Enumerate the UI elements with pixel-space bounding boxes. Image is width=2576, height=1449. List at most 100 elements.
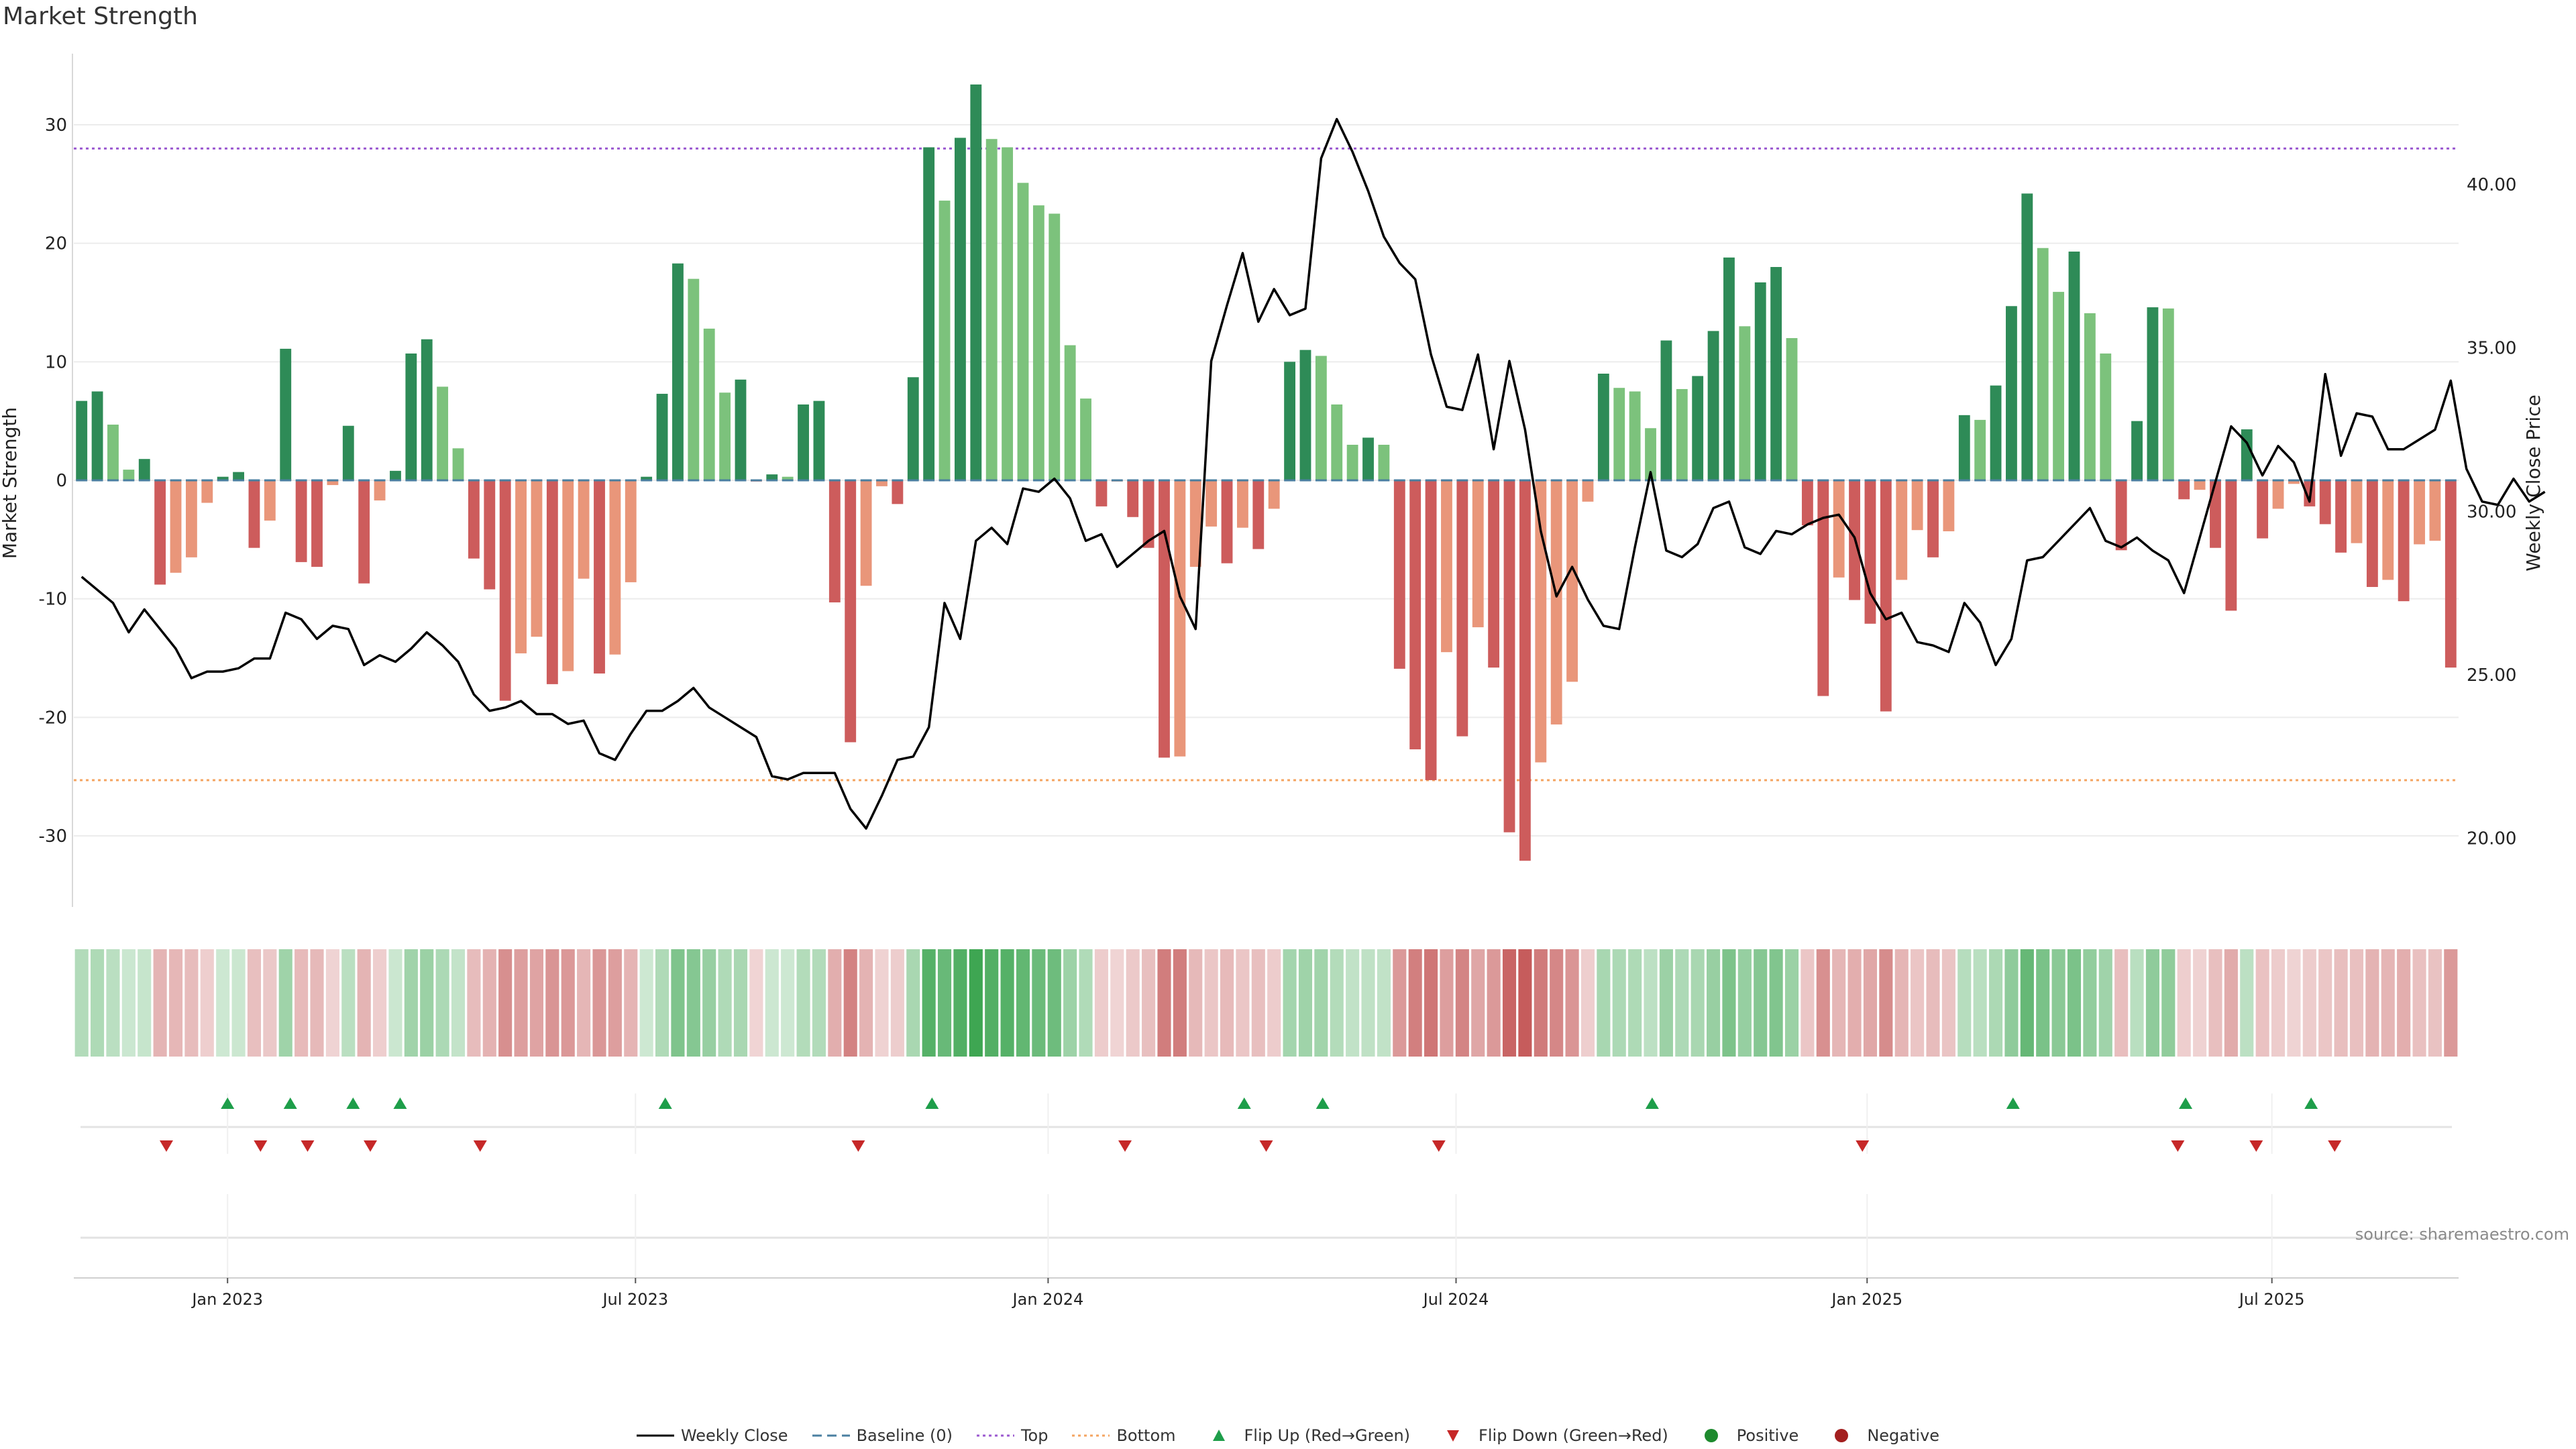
negative-bar	[845, 480, 857, 743]
positive-bar	[1080, 398, 1091, 480]
positive-bar	[1739, 326, 1751, 480]
strip-cell	[1157, 949, 1171, 1057]
negative-bar	[185, 480, 197, 557]
negative-bar	[327, 480, 339, 486]
strip-cell	[184, 949, 199, 1057]
weekly-close-line	[80, 117, 2546, 830]
strip-cell	[890, 949, 904, 1057]
negative-bar	[2429, 480, 2441, 541]
negative-bar	[1159, 480, 1170, 758]
line-icon	[636, 1434, 674, 1437]
strip-cell	[781, 949, 795, 1057]
negative-bar	[2210, 480, 2221, 548]
strip-cell	[514, 949, 528, 1057]
positive-bar	[2053, 292, 2065, 480]
legend-item-negative[interactable]: Negative	[1823, 1426, 1939, 1445]
strip-cell	[2365, 949, 2379, 1057]
negative-bar	[295, 480, 307, 562]
flip-down-marker	[1856, 1140, 1870, 1152]
strip-cell	[1079, 949, 1093, 1057]
strip-cell	[969, 949, 983, 1057]
positive-bar	[1754, 282, 1766, 480]
left-tick-label: 0	[56, 471, 67, 491]
flip-down-marker	[851, 1140, 865, 1152]
legend-item-bottom[interactable]: Bottom	[1072, 1426, 1176, 1445]
strip-cell	[592, 949, 606, 1057]
circle-icon	[1704, 1429, 1718, 1442]
legend-item-top[interactable]: Top	[976, 1426, 1048, 1445]
strip-cell	[325, 949, 339, 1057]
strip-cell	[231, 949, 246, 1057]
legend-item-flip-up[interactable]: Flip Up (Red→Green)	[1200, 1426, 1410, 1445]
circle-icon	[1835, 1429, 1849, 1442]
negative-bar	[876, 480, 888, 486]
strip-cell	[1801, 949, 1815, 1057]
strip-cell	[529, 949, 544, 1057]
strip-cell	[247, 949, 262, 1057]
negative-bar	[594, 480, 605, 674]
strip-cell	[1471, 949, 1485, 1057]
positive-bar	[703, 328, 715, 480]
positive-bar	[76, 400, 88, 480]
strip-cell	[1016, 949, 1030, 1057]
strip-cell	[278, 949, 292, 1057]
dashed-line-icon	[812, 1434, 850, 1437]
legend-item-weekly-close[interactable]: Weekly Close	[636, 1426, 788, 1445]
strip-cell	[749, 949, 763, 1057]
strip-cell	[1565, 949, 1579, 1057]
negative-bar	[358, 480, 370, 584]
strip-cell	[812, 949, 826, 1057]
positive-bar	[1676, 388, 1688, 480]
negative-bar	[515, 480, 527, 653]
strip-cell	[2412, 949, 2426, 1057]
legend-label: Positive	[1736, 1426, 1799, 1445]
negative-bar	[374, 480, 386, 501]
axes: -30 -20 -10 0 10 20 30 20.00 25.00 30.00 35.00 40.0…	[39, 54, 2516, 907]
strip-cell	[1455, 949, 1469, 1057]
strip-cell	[1941, 949, 1955, 1057]
x-tick-label: Jul 2025	[2238, 1290, 2305, 1309]
strip-cell	[733, 949, 748, 1057]
strip-cell	[1612, 949, 1626, 1057]
strip-cell	[200, 949, 214, 1057]
negative-bar	[170, 480, 182, 573]
legend-item-positive[interactable]: Positive	[1693, 1426, 1799, 1445]
strip-cell	[765, 949, 779, 1057]
legend-item-baseline[interactable]: Baseline (0)	[812, 1426, 953, 1445]
negative-bar	[1174, 480, 1186, 757]
strip-cell	[2428, 949, 2442, 1057]
strip-cell	[451, 949, 466, 1057]
legend-item-flip-down[interactable]: Flip Down (Green→Red)	[1434, 1426, 1668, 1445]
negative-bar	[1221, 480, 1233, 564]
positive-bar	[2068, 252, 2080, 480]
strip-cell	[2114, 949, 2129, 1057]
positive-bar	[2084, 313, 2096, 480]
strip-cell	[1550, 949, 1564, 1057]
positive-bar	[1299, 350, 1311, 480]
strip-cell	[263, 949, 277, 1057]
positive-bar	[1723, 257, 1735, 480]
strip-cell	[168, 949, 183, 1057]
negative-bar	[1236, 480, 1248, 528]
strip-cell	[1440, 949, 1454, 1057]
legend-label: Baseline (0)	[856, 1426, 953, 1445]
positive-bar	[1613, 388, 1625, 480]
right-tick-label: 25.00	[2467, 665, 2516, 686]
negative-bar	[531, 480, 543, 637]
negative-bar	[2288, 480, 2300, 484]
strip-cell	[1580, 949, 1595, 1057]
strip-cell	[216, 949, 230, 1057]
strip-cell	[1189, 949, 1203, 1057]
legend-label: Flip Down (Green→Red)	[1479, 1426, 1668, 1445]
negative-bar	[2178, 480, 2190, 500]
positive-bar	[1629, 391, 1641, 480]
right-tick-label: 35.00	[2467, 339, 2516, 359]
threshold-lines	[74, 147, 2459, 782]
strip-cell	[1973, 949, 1987, 1057]
strip-cell	[608, 949, 622, 1057]
strip-cell	[2208, 949, 2222, 1057]
strip-cell	[906, 949, 920, 1057]
negative-bar	[1896, 480, 1908, 580]
negative-bar	[1566, 480, 1578, 682]
positive-bar	[421, 339, 433, 480]
